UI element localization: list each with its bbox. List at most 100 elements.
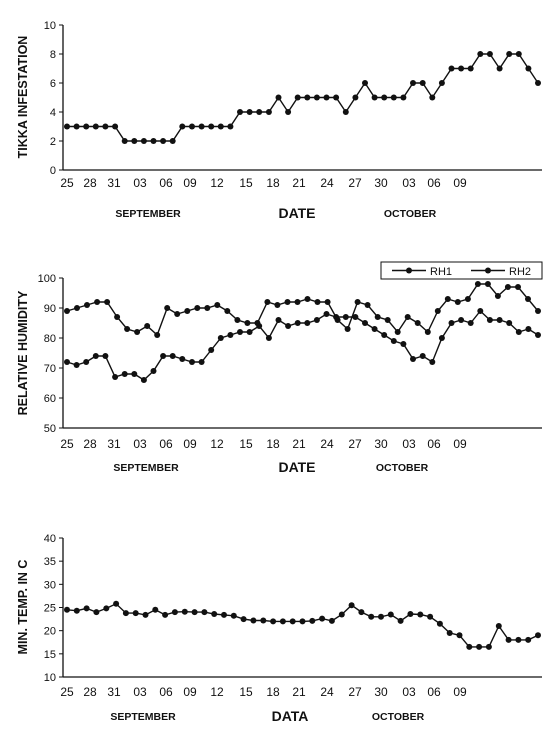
data-point <box>358 609 365 616</box>
y-tick-label: 10 <box>44 20 56 32</box>
data-point <box>515 636 522 643</box>
month-label: OCTOBER <box>372 711 425 723</box>
data-point <box>525 296 531 302</box>
data-point <box>314 299 321 305</box>
data-point <box>144 323 151 329</box>
data-point <box>198 123 205 130</box>
data-point <box>476 643 483 650</box>
data-point <box>456 632 463 639</box>
y-tick-label: 40 <box>44 533 56 545</box>
data-point <box>381 332 388 338</box>
x-tick-label: 06 <box>159 685 173 699</box>
data-point <box>294 94 301 101</box>
data-point <box>535 80 541 86</box>
data-point <box>419 353 426 359</box>
data-point <box>132 610 139 617</box>
month-label: SEPTEMBER <box>113 462 179 474</box>
data-point <box>324 299 331 305</box>
data-point <box>285 109 292 115</box>
chart-panel-3: 10 15 20 25 30 35 40 25 28 31 03 06 09 12 15 18 21 24 27 30… <box>16 533 542 724</box>
data-point <box>309 617 316 624</box>
data-point <box>344 326 351 332</box>
x-tick-label: 27 <box>348 437 362 451</box>
data-point <box>313 94 320 101</box>
legend-label: RH1 <box>430 266 452 278</box>
data-point <box>466 643 473 650</box>
month-label: OCTOBER <box>384 208 437 220</box>
x-tick-label: 09 <box>453 437 467 451</box>
chart-panel-2: 50 60 70 80 90 100 25 28 31 03 06 09 12 15 18 21 24 27 30 0… <box>16 261 543 475</box>
data-point <box>381 94 388 101</box>
y-axis-title: MIN. TEMP. IN C <box>16 560 30 655</box>
data-point <box>464 296 471 302</box>
data-point <box>204 305 211 311</box>
series-line <box>66 602 539 648</box>
x-tick-label: 03 <box>402 685 416 699</box>
x-tick-label: 30 <box>374 176 388 190</box>
x-tick-label: 09 <box>453 176 467 190</box>
y-tick-label: 4 <box>50 107 56 119</box>
x-tick-label: 21 <box>292 176 306 190</box>
y-tick-label: 100 <box>38 273 56 285</box>
month-label: SEPTEMBER <box>115 208 181 220</box>
data-point <box>64 359 70 365</box>
data-point <box>114 314 121 320</box>
data-point <box>419 80 426 86</box>
data-point <box>240 616 247 623</box>
x-tick-label: 03 <box>402 176 416 190</box>
x-tick-label: 03 <box>133 685 147 699</box>
data-point <box>64 123 70 130</box>
y-tick-label: 15 <box>44 649 56 661</box>
data-point <box>230 612 237 619</box>
x-tick-label: 31 <box>107 437 121 451</box>
data-point <box>429 359 436 365</box>
data-point <box>436 620 443 627</box>
legend-marker <box>406 267 412 274</box>
data-point <box>250 617 257 624</box>
data-point <box>390 94 397 101</box>
data-point <box>227 123 234 130</box>
data-point <box>400 94 407 101</box>
data-point <box>217 123 224 130</box>
data-point <box>294 299 301 305</box>
data-point <box>244 320 251 326</box>
y-tick-label: 25 <box>44 603 56 615</box>
data-point <box>160 353 167 359</box>
data-point <box>181 608 188 615</box>
data-point <box>427 613 434 620</box>
data-point <box>179 123 186 130</box>
y-tick-label: 30 <box>44 579 56 591</box>
data-point <box>270 618 277 625</box>
data-point <box>477 51 484 57</box>
data-point <box>515 284 521 290</box>
data-point <box>338 611 345 618</box>
data-point <box>313 317 320 323</box>
series-line-rh1 <box>66 283 539 337</box>
data-point <box>73 123 80 130</box>
x-tick-label: 21 <box>292 437 306 451</box>
y-tick-label: 2 <box>50 136 56 148</box>
x-tick-label: 12 <box>210 437 224 451</box>
data-point <box>348 602 355 609</box>
series-line <box>67 53 539 142</box>
x-tick-label: 24 <box>320 685 334 699</box>
data-point <box>201 609 208 616</box>
data-point <box>237 109 243 115</box>
y-tick-label: 35 <box>44 556 56 568</box>
month-label: OCTOBER <box>376 462 429 474</box>
data-point <box>304 320 311 326</box>
data-point <box>535 332 541 338</box>
data-point <box>265 335 272 341</box>
data-point <box>515 51 522 57</box>
data-point <box>378 613 384 620</box>
data-point <box>260 617 267 624</box>
x-tick-label: 25 <box>60 437 74 451</box>
data-point <box>184 308 191 314</box>
data-point <box>467 320 474 326</box>
data-point <box>394 329 401 335</box>
data-point <box>448 65 455 72</box>
data-point <box>160 138 167 144</box>
x-tick-label: 21 <box>292 685 306 699</box>
